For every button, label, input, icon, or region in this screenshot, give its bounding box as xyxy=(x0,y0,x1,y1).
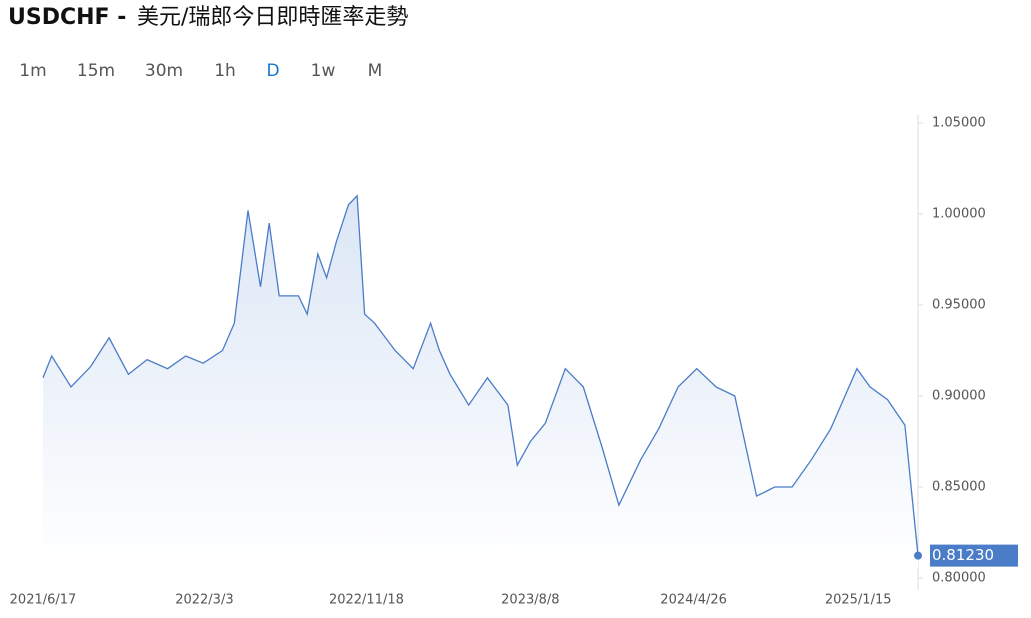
y-tick-label: 0.80000 xyxy=(932,571,986,586)
timeframe-button[interactable]: D xyxy=(266,61,279,81)
timeframe-button[interactable]: M xyxy=(368,61,383,81)
timeframe-button[interactable]: 1h xyxy=(214,61,236,81)
timeframe-button[interactable]: 30m xyxy=(145,61,183,81)
price-line xyxy=(42,194,919,556)
x-tick-label: 2024/4/26 xyxy=(660,593,727,608)
x-tick-label: 2022/3/3 xyxy=(175,593,233,608)
x-tick-label: 2022/11/18 xyxy=(329,593,404,608)
x-tick-label: 2025/1/15 xyxy=(825,593,892,608)
x-tick-label: 2021/6/17 xyxy=(10,593,77,608)
y-tick-label: 0.90000 xyxy=(932,389,986,404)
timeframe-button[interactable]: 1w xyxy=(311,61,336,81)
symbol: USDCHF - xyxy=(8,5,126,30)
last-price-box xyxy=(930,544,1018,567)
area xyxy=(43,195,918,569)
title: 美元/瑞郎今日即時匯率走勢 xyxy=(137,5,408,30)
last-price-label: 0.81230 xyxy=(932,546,994,564)
timeframe-button[interactable]: 15m xyxy=(77,61,115,81)
x-tick-label: 2023/8/8 xyxy=(501,593,559,608)
y-tick-label: 1.00000 xyxy=(932,207,986,222)
timeframe-button[interactable]: 1m xyxy=(19,61,46,81)
y-tick-label: 0.85000 xyxy=(932,480,986,495)
y-tick-label: 1.05000 xyxy=(932,116,986,131)
y-tick-label: 0.95000 xyxy=(932,298,986,313)
last-point xyxy=(914,551,922,560)
